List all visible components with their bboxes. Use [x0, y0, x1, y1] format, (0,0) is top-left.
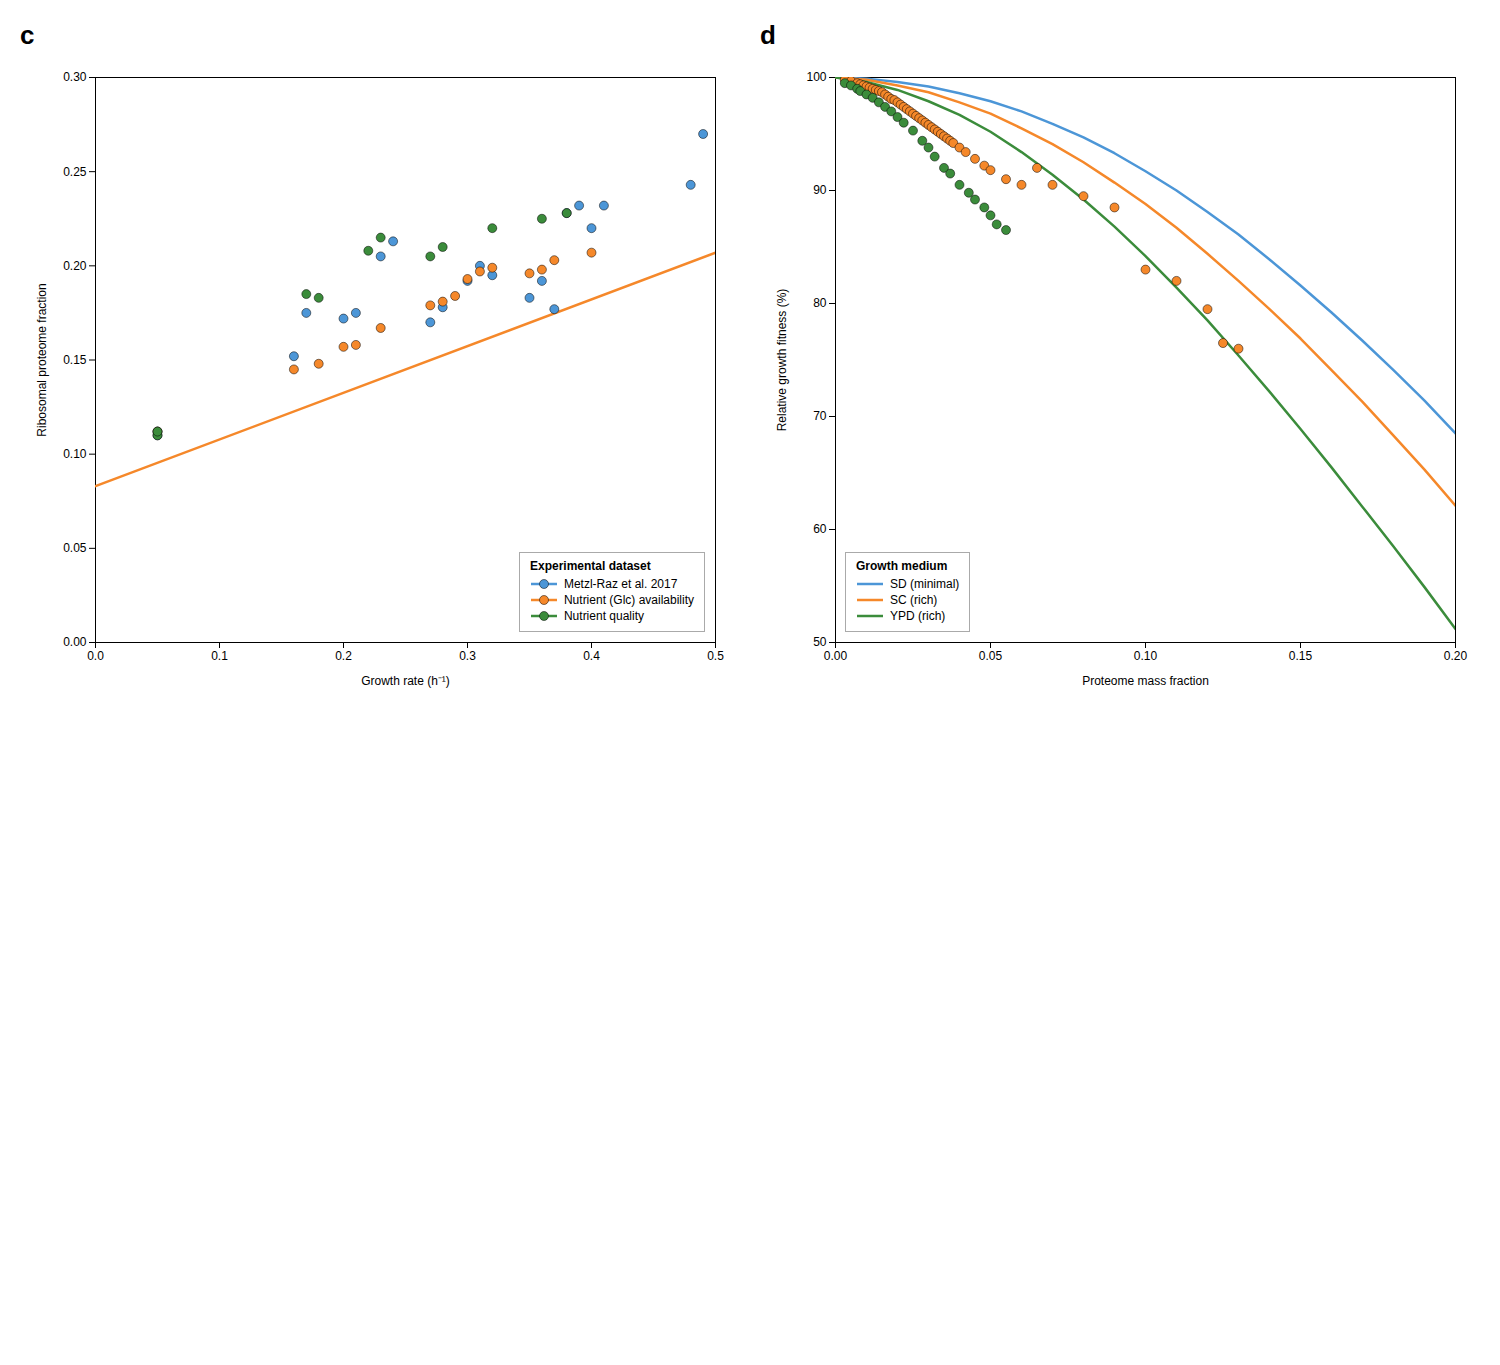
- svg-text:0.15: 0.15: [63, 353, 87, 367]
- html-text:Experimental dataset: Experimental dataset: [530, 559, 651, 573]
- svg-text:0.0: 0.0: [87, 649, 104, 663]
- svg-text:0.10: 0.10: [1134, 649, 1158, 663]
- svg-text:0.30: 0.30: [63, 70, 87, 84]
- html-text:Growth medium: Growth medium: [856, 559, 948, 573]
- svg-text:0.25: 0.25: [63, 165, 87, 179]
- svg-text:0.10: 0.10: [63, 447, 87, 461]
- svg-text:70: 70: [813, 409, 827, 423]
- svg-text:0.20: 0.20: [63, 259, 87, 273]
- html-text:d: d: [760, 20, 776, 50]
- html-text:Metzl-Raz et al. 2017: Metzl-Raz et al. 2017: [564, 577, 678, 591]
- svg-text:90: 90: [813, 183, 827, 197]
- svg-text:50: 50: [813, 635, 827, 649]
- html-text:Nutrient (Glc) availability: Nutrient (Glc) availability: [564, 593, 694, 607]
- html-text:SC (rich): SC (rich): [890, 593, 938, 607]
- svg-text:0.5: 0.5: [707, 649, 724, 663]
- svg-text:100: 100: [806, 70, 826, 84]
- svg-text:0.05: 0.05: [979, 649, 1003, 663]
- html-text:YPD (rich): YPD (rich): [890, 609, 946, 623]
- svg-text:0.15: 0.15: [1289, 649, 1313, 663]
- svg-text:0.4: 0.4: [583, 649, 600, 663]
- svg-text:80: 80: [813, 296, 827, 310]
- svg-text:Ribosomal proteome fraction: Ribosomal proteome fraction: [35, 283, 49, 436]
- svg-text:Relative growth fitness (%): Relative growth fitness (%): [775, 289, 789, 432]
- html-text:Nutrient quality: Nutrient quality: [564, 609, 644, 623]
- svg-text:0.20: 0.20: [1444, 649, 1468, 663]
- html-text:SD (minimal): SD (minimal): [890, 577, 960, 591]
- svg-text:Growth rate (h⁻¹): Growth rate (h⁻¹): [361, 674, 450, 688]
- html-text:c: c: [20, 20, 35, 50]
- svg-text:60: 60: [813, 522, 827, 536]
- svg-text:0.05: 0.05: [63, 541, 87, 555]
- svg-text:0.2: 0.2: [335, 649, 352, 663]
- svg-text:0.00: 0.00: [824, 649, 848, 663]
- svg-text:Proteome mass fraction: Proteome mass fraction: [1082, 674, 1209, 688]
- svg-text:0.3: 0.3: [459, 649, 476, 663]
- svg-text:0.1: 0.1: [211, 649, 228, 663]
- svg-text:0.00: 0.00: [63, 635, 87, 649]
